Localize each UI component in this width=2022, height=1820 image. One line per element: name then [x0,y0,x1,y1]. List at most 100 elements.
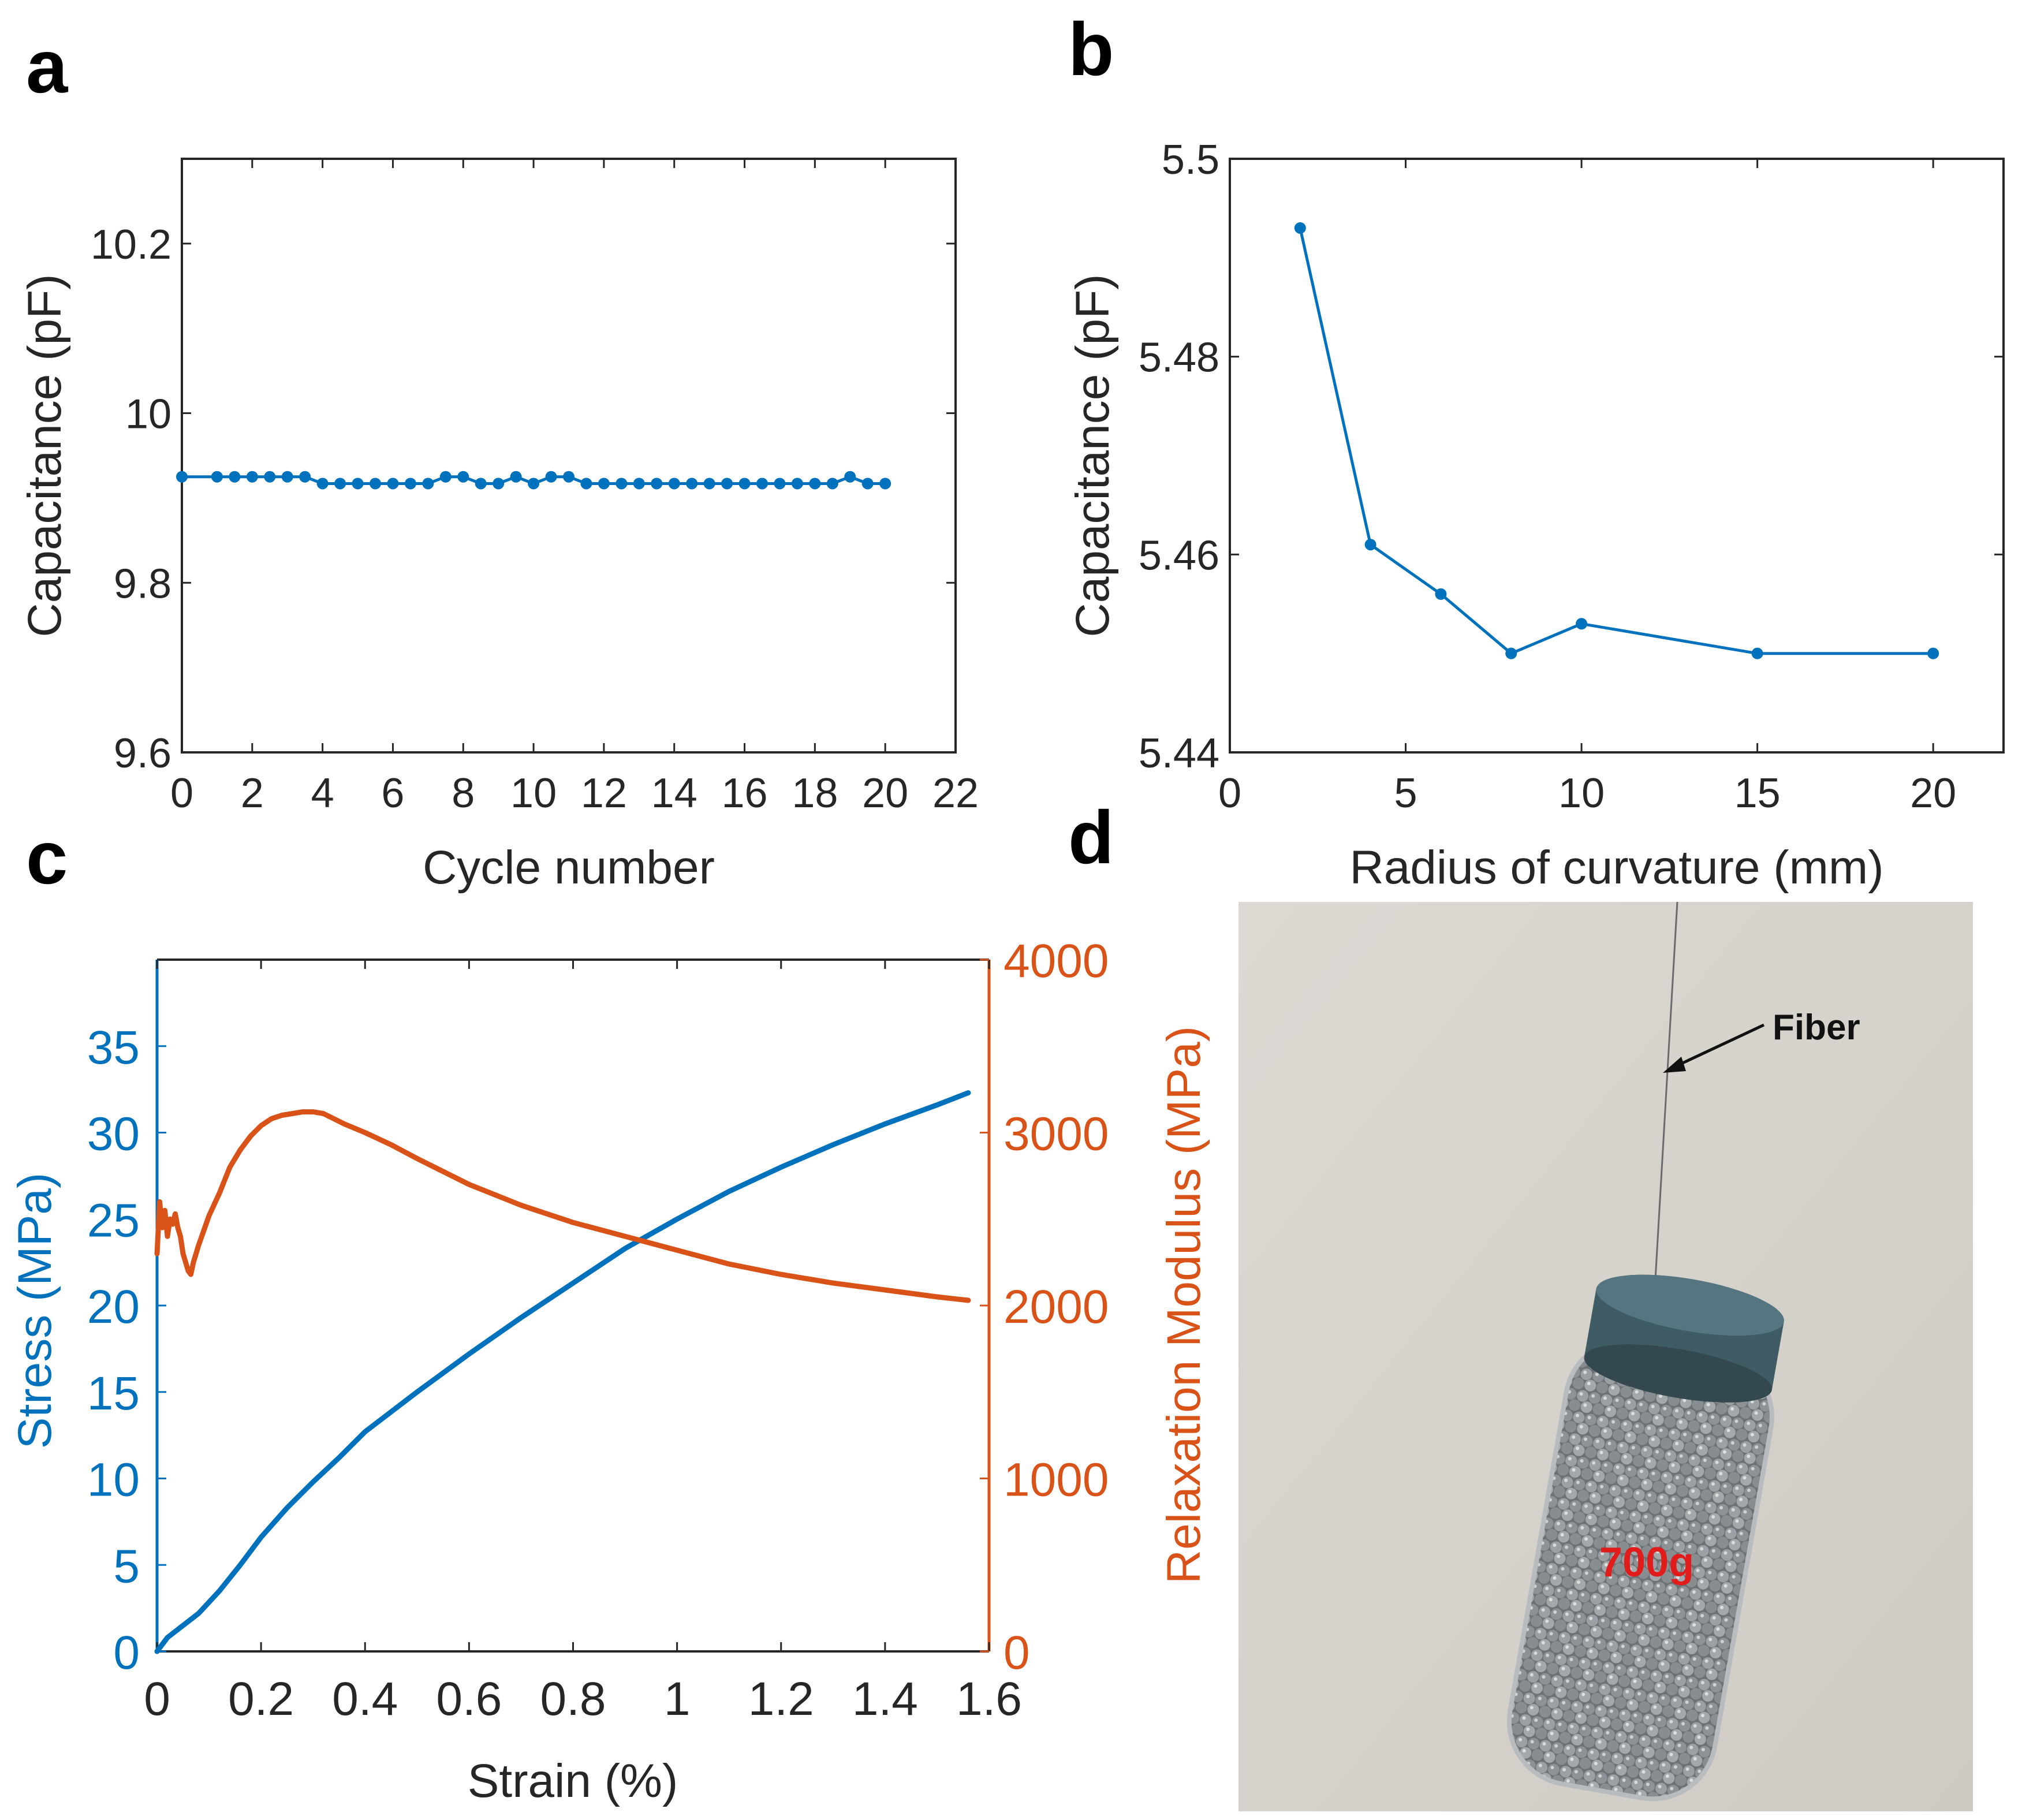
a-data-point [809,478,821,490]
a-ytick-label: 10.2 [91,222,171,268]
a-data-point [457,471,469,483]
b-data-point [1505,647,1517,659]
b-data-point [1364,539,1376,551]
c-xtick-label: 1.4 [852,1673,918,1725]
a-xtick-label: 12 [581,770,627,816]
b-data-point [1927,647,1939,659]
a-xtick-label: 10 [510,770,557,816]
weight-label: 700g [1599,1539,1694,1586]
c-xtick-label: 1.2 [748,1673,814,1725]
chart-b-series [1294,222,1939,659]
c-ytick-label: 20 [87,1281,140,1333]
a-data-point [738,478,751,490]
a-data-point [756,478,768,490]
chart-a-series [176,471,891,490]
c-ytick-label: 15 [87,1367,140,1420]
chart-a: 0 2 4 6 8 10 12 14 16 18 20 22 9.6 9.8 10 10.2 Cycle n… [18,158,979,894]
a-data-point [774,478,786,490]
fiber-arrowhead-icon [1663,1057,1686,1073]
a-data-point [826,478,838,490]
a-xtick-label: 16 [721,770,767,816]
a-data-point [387,478,399,490]
b-data-point [1435,588,1447,600]
a-data-point [422,478,434,490]
chart-c: 0 0.2 0.4 0.6 0.8 1 1.2 1.4 1.6 0 5 10 15 20 25 30 35 0… [9,935,1210,1807]
weighted-jar [1506,1274,1784,1802]
chart-a-y-ticks: 9.6 9.8 10 10.2 [91,222,956,777]
a-data-point [246,471,258,483]
b-data-point [1576,618,1588,630]
a-data-point [370,478,381,490]
panel-letter-a: a [26,24,69,109]
a-data-point [510,471,522,483]
chart-a-x-ticks: 0 2 4 6 8 10 12 14 16 18 20 22 [170,159,979,816]
c-xtick-label: 1 [664,1673,691,1725]
c-xtick-label: 0.8 [540,1673,606,1725]
c-xtick-label: 0 [144,1673,170,1725]
a-xtick-label: 2 [241,770,264,816]
chart-a-xlabel: Cycle number [423,841,715,894]
a-data-point [598,478,610,490]
a-data-point [721,478,733,490]
a-data-point [352,478,364,490]
chart-c-xlabel: Strain (%) [468,1755,678,1807]
chart-b-xlabel: Radius of curvature (mm) [1349,841,1883,894]
a-data-point [334,478,346,490]
c-ytick-label: 35 [87,1021,140,1074]
photo-panel: 700g Fiber [1238,902,1973,1811]
chart-c-series [154,1090,971,1654]
a-xtick-label: 14 [651,770,697,816]
a-data-point [791,478,803,490]
chart-b-ylabel: Capacitance (pF) [1066,274,1119,637]
b-ytick-label: 5.46 [1139,532,1219,579]
c-ytick-label: 5 [113,1540,140,1592]
chart-c-y-ticks: 0 5 10 15 20 25 30 35 [87,1021,166,1679]
a-data-point [879,478,891,490]
b-xtick-label: 5 [1394,770,1417,816]
a-data-point [493,478,505,490]
jar-cap-top-face [1596,1274,1784,1336]
b-xtick-label: 15 [1734,770,1781,816]
a-xtick-label: 6 [381,770,404,816]
a-data-point [580,478,592,490]
c-y2tick-label: 4000 [1003,935,1109,987]
panel-letter-c: c [26,815,68,900]
c-modulus-line [154,1109,971,1303]
a-data-point [633,478,645,490]
c-xtick-label: 0.4 [332,1673,398,1725]
a-data-point [299,471,311,483]
a-data-point [211,471,223,483]
c-y2tick-label: 0 [1003,1627,1030,1679]
b-series-line [1299,228,1934,655]
b-data-point [1294,222,1306,234]
panel-letter-d: d [1068,795,1114,879]
chart-c-ylabel: Stress (MPa) [9,1173,61,1449]
c-y2tick-label: 3000 [1003,1108,1109,1161]
c-y2tick-label: 1000 [1003,1454,1109,1506]
a-xtick-label: 22 [932,770,979,816]
c-ytick-label: 25 [87,1194,140,1247]
chart-b: 0 5 10 15 20 5.44 5.46 5.48 5.5 Radius of curva… [1066,137,2005,894]
a-data-point [316,478,329,490]
a-xtick-label: 4 [311,770,334,816]
a-data-point [281,471,293,483]
a-data-point [475,478,487,490]
a-xtick-label: 0 [170,770,193,816]
a-ytick-label: 10 [125,391,171,438]
fiber-label: Fiber [1773,1008,1860,1047]
a-data-point [439,471,452,483]
c-xtick-label: 0.6 [436,1673,502,1725]
b-xtick-label: 0 [1218,770,1241,816]
fiber-arrow-line [1670,1023,1765,1070]
c-y2tick-label: 2000 [1003,1281,1109,1333]
fiber-thread [1653,902,1678,1300]
jar-cap-bottom [1584,1344,1772,1403]
b-ytick-label: 5.44 [1139,730,1219,777]
a-data-point [668,478,680,490]
chart-a-axes-box [181,158,957,754]
a-series-line [182,475,886,485]
a-data-point [703,478,715,490]
c-stress-line [154,1090,971,1654]
b-xtick-label: 20 [1910,770,1956,816]
a-data-point [563,471,574,483]
